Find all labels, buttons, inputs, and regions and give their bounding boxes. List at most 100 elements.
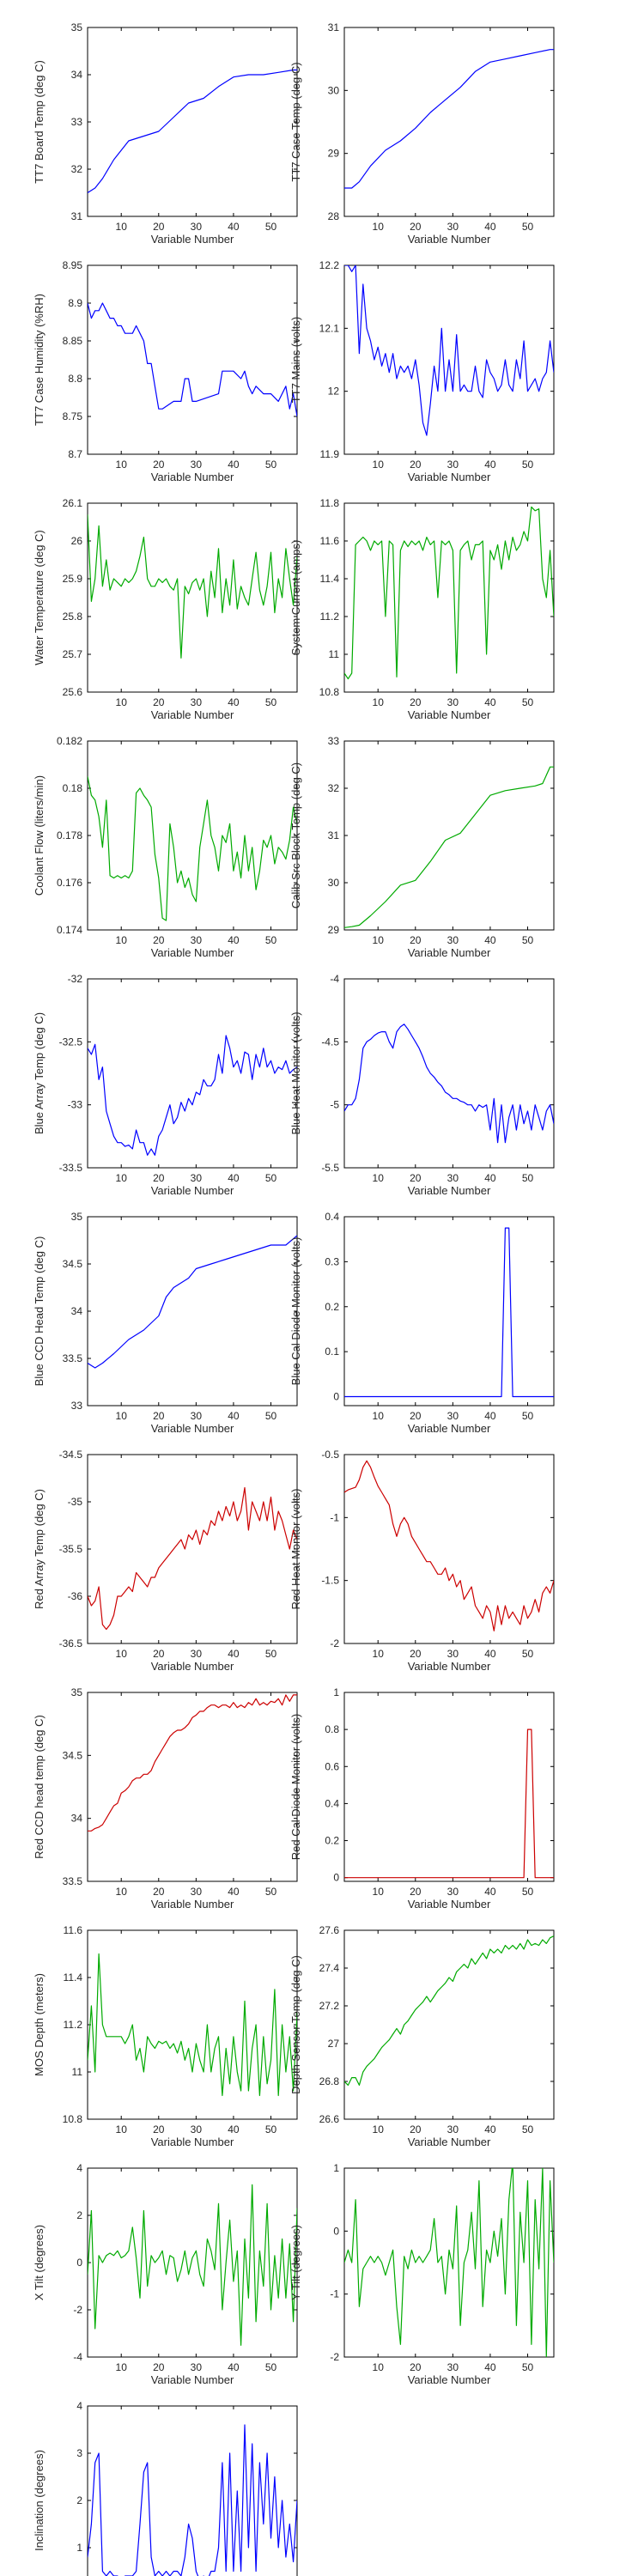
y-tick-label: 0 — [333, 1391, 339, 1403]
y-tick-label: 1 — [76, 2542, 82, 2554]
x-tick-label: 40 — [484, 696, 496, 708]
x-tick-label: 40 — [484, 2361, 496, 2373]
x-tick-label: 20 — [153, 2123, 165, 2136]
x-axis-label: Variable Number — [151, 708, 234, 721]
x-tick-label: 50 — [265, 1886, 277, 1898]
x-tick-label: 50 — [265, 2361, 277, 2373]
plot-frame — [87, 502, 298, 693]
x-tick-label: 20 — [410, 934, 422, 946]
x-axis-label: Variable Number — [408, 2373, 491, 2386]
chart-panel-0: 10 20 30 40 50 31 32 33 34 35 Variable Number TT7 B… — [33, 21, 298, 246]
chart-panel-13: 10 20 30 40 50 -2 -1.5 -1 -0.5 Variable Number Red… — [289, 1449, 555, 1673]
x-tick-label: 50 — [522, 934, 534, 946]
x-tick-label: 20 — [153, 1410, 165, 1422]
plot-frame — [343, 27, 555, 217]
plot-frame — [87, 978, 298, 1169]
y-tick-label: -36 — [68, 1590, 83, 1602]
y-tick-label: -32.5 — [59, 1036, 83, 1048]
y-tick-label: -35 — [68, 1496, 83, 1508]
y-tick-label: 8.85 — [63, 335, 83, 347]
y-tick-label: -1.5 — [321, 1575, 339, 1587]
y-tick-label: 11.8 — [320, 497, 340, 509]
x-tick-label: 50 — [265, 934, 277, 946]
y-tick-label: 32 — [71, 163, 83, 175]
y-tick-label: -34.5 — [59, 1449, 83, 1461]
y-tick-label: -0.5 — [321, 1449, 339, 1461]
y-tick-label: 0.2 — [325, 1835, 339, 1847]
y-tick-label: 11.6 — [320, 535, 340, 547]
x-tick-label: 30 — [447, 1410, 459, 1422]
x-tick-label: 40 — [484, 1648, 496, 1660]
x-tick-label: 40 — [484, 1410, 496, 1422]
chart-panel-18: 10 20 30 40 50 -4 -2 0 2 4 Variable Number X Tilt (… — [33, 2162, 298, 2386]
y-tick-label: 11.2 — [64, 2019, 83, 2031]
chart-panel-14: 10 20 30 40 50 33.5 34 34.5 35 Variable Number Red… — [33, 1686, 298, 1911]
y-tick-label: 33 — [71, 1400, 83, 1412]
chart-panel-5: 10 20 30 40 50 10.8 11 11.2 11.4 11.6 11.8 Variable… — [289, 497, 555, 721]
chart-panel-16: 10 20 30 40 50 10.8 11 11.2 11.4 11.6 Variable Num… — [33, 1924, 298, 2148]
y-tick-label: 31 — [328, 829, 340, 841]
y-tick-label: 31 — [71, 210, 83, 222]
y-tick-label: 10.8 — [319, 686, 340, 698]
series-line — [88, 1953, 297, 2097]
x-axis-label: Variable Number — [408, 1898, 491, 1911]
x-tick-label: 10 — [116, 1648, 128, 1660]
plot-frame — [87, 264, 298, 455]
plot-frame — [343, 2167, 555, 2358]
plot-frame — [87, 740, 298, 931]
y-axis-label: Blue Heat Monitor (volts) — [289, 1012, 302, 1134]
x-axis-label: Variable Number — [151, 233, 234, 246]
x-tick-label: 30 — [191, 1410, 203, 1422]
y-tick-label: 34 — [71, 1813, 83, 1825]
y-tick-label: -4 — [330, 973, 339, 985]
y-tick-label: 33 — [71, 116, 83, 128]
y-tick-label: 8.95 — [63, 259, 83, 271]
series-line — [344, 49, 554, 189]
x-axis-label: Variable Number — [408, 708, 491, 721]
y-tick-label: 26.6 — [319, 2113, 340, 2125]
x-axis-label: Variable Number — [151, 1898, 234, 1911]
plot-frame — [87, 27, 298, 217]
x-axis-label: Variable Number — [151, 1660, 234, 1673]
x-tick-label: 40 — [484, 459, 496, 471]
x-tick-label: 30 — [447, 459, 459, 471]
plot-frame — [343, 978, 555, 1169]
y-tick-label: 27 — [328, 2038, 340, 2050]
x-tick-label: 30 — [447, 1172, 459, 1184]
x-tick-label: 20 — [153, 1886, 165, 1898]
y-tick-label: 0.4 — [325, 1211, 339, 1223]
y-axis-label: Coolant Flow (liters/min) — [33, 775, 46, 896]
y-tick-label: 33.5 — [63, 1352, 83, 1364]
x-tick-label: 10 — [116, 1410, 128, 1422]
x-tick-label: 30 — [447, 2123, 459, 2136]
x-axis-label: Variable Number — [151, 471, 234, 483]
x-tick-label: 20 — [410, 1410, 422, 1422]
y-axis-label: Y Tilt (degrees) — [289, 2225, 302, 2300]
y-axis-label: X Tilt (degrees) — [33, 2225, 46, 2300]
x-tick-label: 30 — [191, 2361, 203, 2373]
x-axis-label: Variable Number — [151, 2136, 234, 2148]
plot-frame — [343, 1454, 555, 1644]
x-axis-label: Variable Number — [151, 1422, 234, 1435]
series-line — [344, 1024, 554, 1144]
x-tick-label: 30 — [191, 934, 203, 946]
y-tick-label: -5.5 — [321, 1162, 339, 1174]
series-line — [88, 69, 297, 194]
x-tick-label: 40 — [228, 696, 240, 708]
y-tick-label: 35 — [71, 1686, 83, 1698]
x-tick-label: 10 — [116, 2361, 128, 2373]
x-tick-label: 30 — [191, 1648, 203, 1660]
series-line — [344, 1728, 554, 1879]
series-line — [344, 506, 554, 680]
x-tick-label: 30 — [191, 1172, 203, 1184]
x-tick-label: 30 — [447, 696, 459, 708]
chart-panel-4: 10 20 30 40 50 25.6 25.7 25.8 25.9 26 26.1 Variable… — [33, 497, 298, 721]
y-tick-label: -4 — [73, 2351, 82, 2363]
y-tick-label: 11.9 — [320, 448, 340, 460]
y-tick-label: 29 — [328, 924, 340, 936]
y-tick-label: 29 — [328, 148, 340, 160]
series-line — [344, 1227, 554, 1398]
x-tick-label: 20 — [153, 459, 165, 471]
y-tick-label: 34.5 — [63, 1258, 83, 1270]
y-tick-label: 33 — [328, 735, 340, 747]
